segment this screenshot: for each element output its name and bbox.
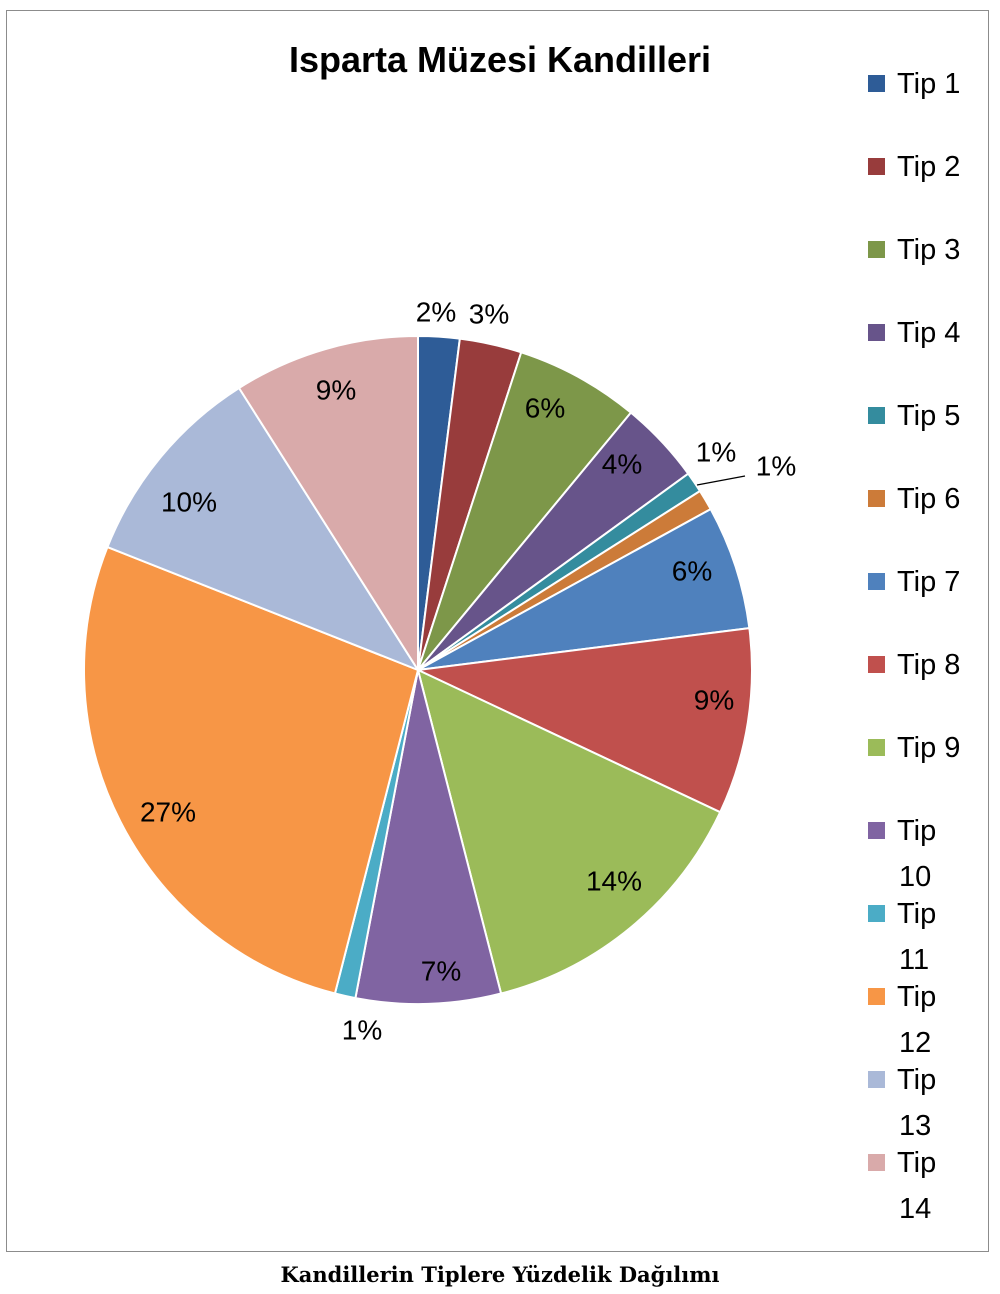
- data-label-tip-10: 7%: [421, 956, 461, 987]
- pie-slice-tip-3: [417, 351, 633, 671]
- data-label-tip-9: 14%: [586, 866, 642, 897]
- legend-label-tip-2: Tip 2: [897, 151, 960, 183]
- legend-swatch-tip-10: [868, 822, 885, 839]
- chart-title: Isparta Müzesi Kandilleri: [289, 39, 711, 80]
- data-label-tip-12: 27%: [140, 797, 196, 828]
- legend-label-tip-8: Tip 8: [897, 649, 960, 681]
- legend-swatch-tip-14: [868, 1154, 885, 1171]
- figure-caption: Kandillerin Tiplere Yüzdelik Dağılımı: [280, 1262, 720, 1287]
- legend-swatch-tip-1: [868, 75, 885, 92]
- pie-slice-tip-12: [83, 545, 420, 995]
- leader-line-tip-6: [696, 475, 746, 486]
- legend-swatch-tip-7: [868, 573, 885, 590]
- data-label-tip-5: 1%: [696, 437, 736, 468]
- legend-label-tip-14: Tip 14: [897, 1147, 936, 1225]
- data-label-tip-1: 2%: [416, 297, 456, 328]
- legend-swatch-tip-12: [868, 988, 885, 1005]
- pie-chart: Isparta Müzesi Kandilleri 2% 3% 6% 4% 1% 1% 6%…: [83, 39, 960, 1225]
- legend-swatch-tip-5: [868, 407, 885, 424]
- legend-label-tip-10: Tip 10: [897, 815, 936, 893]
- pie-slice-tip-10: [354, 669, 503, 1005]
- legend-label-tip-7: Tip 7: [897, 566, 960, 598]
- legend-label-tip-4: Tip 4: [897, 317, 960, 349]
- legend-label-tip-1: Tip 1: [897, 68, 960, 100]
- legend-swatch-tip-6: [868, 490, 885, 507]
- legend-swatch-tip-2: [868, 158, 885, 175]
- pie-slice-tip-13: [106, 386, 421, 673]
- legend: Tip 1 Tip 2 Tip 3 Tip 4 Tip 5 Tip 6 Tip 7 Tip 8…: [868, 68, 960, 1225]
- pie-slice-tip-7: [417, 507, 751, 671]
- pie-slice-tip-14: [237, 334, 419, 674]
- legend-label-tip-3: Tip 3: [897, 234, 960, 266]
- data-label-tip-4: 4%: [602, 449, 642, 480]
- legend-swatch-tip-13: [868, 1071, 885, 1088]
- legend-label-tip-5: Tip 5: [897, 400, 960, 432]
- legend-label-tip-13: Tip 13: [897, 1064, 936, 1142]
- pie-slice-tip-8: [414, 627, 753, 814]
- legend-label-tip-6: Tip 6: [897, 483, 960, 515]
- legend-label-tip-11: Tip 11: [897, 898, 936, 976]
- legend-swatch-tip-11: [868, 905, 885, 922]
- data-label-tip-3: 6%: [525, 393, 565, 424]
- legend-label-tip-9: Tip 9: [897, 732, 960, 764]
- data-label-tip-7: 6%: [672, 556, 712, 587]
- legend-swatch-tip-4: [868, 324, 885, 341]
- pie-slices: [83, 334, 753, 1005]
- data-label-tip-13: 10%: [161, 487, 217, 518]
- legend-swatch-tip-9: [868, 739, 885, 756]
- data-label-tip-11: 1%: [342, 1015, 382, 1046]
- data-label-tip-2: 3%: [469, 299, 509, 330]
- data-label-tip-6: 1%: [756, 451, 796, 482]
- legend-swatch-tip-3: [868, 241, 885, 258]
- data-label-tip-14: 9%: [316, 375, 356, 406]
- data-label-tip-8: 9%: [694, 685, 734, 716]
- legend-label-tip-12: Tip 12: [897, 981, 936, 1059]
- legend-swatch-tip-8: [868, 656, 885, 673]
- pie-slice-tip-9: [416, 668, 722, 995]
- data-labels: 2% 3% 6% 4% 1% 1% 6% 9% 14% 7% 1% 27% 10% 9%: [140, 297, 796, 1046]
